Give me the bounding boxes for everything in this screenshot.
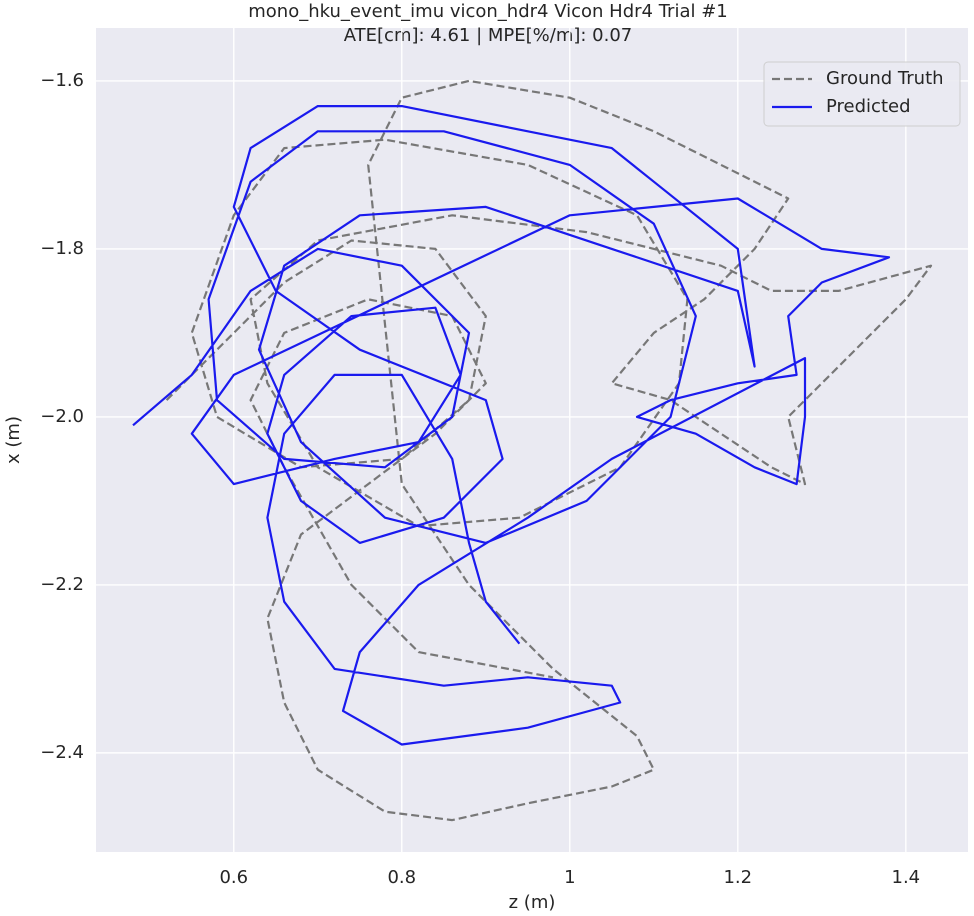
legend: Ground Truth Predicted	[763, 61, 961, 127]
y-tick-label: −2.0	[40, 406, 84, 427]
trajectory-line	[132, 105, 891, 746]
trajectory-line	[165, 79, 933, 822]
x-axis-label: z (m)	[509, 892, 556, 913]
y-tick-label: −2.4	[40, 742, 84, 763]
x-tick-label: 1	[564, 867, 575, 888]
y-axis-label: x (m)	[3, 416, 24, 464]
legend-label: Predicted	[826, 96, 911, 117]
x-tick-label: 1.2	[723, 867, 752, 888]
y-tick-label: −1.8	[40, 238, 84, 259]
x-tick-label: 0.8	[387, 867, 416, 888]
series-group	[132, 79, 933, 822]
legend-box	[763, 61, 961, 127]
y-tick-label: −2.2	[40, 574, 84, 595]
y-tick-label: −1.6	[40, 70, 84, 91]
plot-area	[96, 28, 968, 852]
chart-subtitle: ATE[cm]: 4.61 | MPE[%/m]: 0.07	[344, 25, 633, 46]
chart-title: mono_hku_event_imu vicon_hdr4 Vicon Hdr4…	[248, 1, 728, 22]
x-tick-label: 1.4	[892, 867, 921, 888]
legend-label: Ground Truth	[826, 68, 944, 89]
x-tick-label: 0.6	[219, 867, 248, 888]
